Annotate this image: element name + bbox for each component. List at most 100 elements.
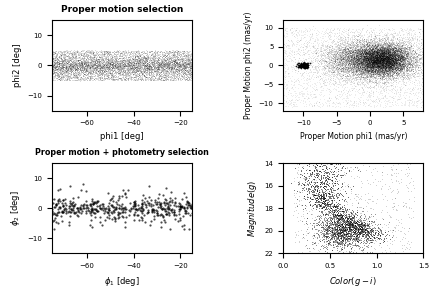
Point (394, 45, 401, 50)
Point (391, 54, 397, 58)
Point (348, 236, 355, 241)
Point (311, 179, 318, 184)
Point (405, 180, 412, 185)
Point (352, 48, 359, 53)
Point (49, 52, 56, 56)
Point (365, 40, 372, 44)
Point (359, 60, 366, 64)
Point (374, 53, 381, 58)
Point (368, 58, 375, 62)
Point (348, 86, 355, 90)
Point (377, 52, 384, 56)
Point (345, 55, 352, 59)
Point (368, 50, 375, 55)
Point (162, 67, 168, 71)
Point (379, 51, 386, 56)
Point (334, 206, 340, 210)
Point (392, 61, 399, 66)
Point (365, 57, 372, 62)
Point (373, 67, 380, 72)
Point (376, 57, 383, 61)
Point (121, 77, 128, 81)
Point (325, 227, 332, 231)
Point (376, 54, 383, 59)
Point (374, 61, 381, 66)
Point (295, 52, 302, 56)
Point (387, 67, 394, 71)
Point (378, 58, 385, 63)
Point (380, 61, 387, 66)
Point (349, 30, 356, 35)
Point (106, 70, 113, 74)
Point (146, 68, 153, 72)
Point (314, 74, 321, 78)
Point (63, 66, 70, 71)
Point (417, 26, 424, 31)
Point (392, 63, 399, 67)
Point (378, 45, 384, 49)
Point (342, 74, 349, 79)
Point (370, 52, 377, 57)
Point (115, 67, 122, 71)
Point (105, 53, 112, 58)
Point (369, 50, 376, 55)
Point (370, 61, 377, 66)
Point (86, 62, 92, 67)
Point (153, 69, 160, 73)
Point (358, 95, 365, 99)
Point (385, 69, 392, 73)
Point (374, 62, 381, 67)
Point (332, 46, 339, 51)
Point (381, 47, 388, 52)
Point (392, 55, 399, 60)
Point (104, 76, 111, 81)
Point (361, 233, 368, 238)
Point (80, 75, 87, 80)
Point (120, 67, 127, 72)
Point (369, 57, 376, 62)
Point (167, 68, 174, 73)
Point (351, 50, 358, 54)
Point (380, 63, 387, 68)
Point (151, 60, 158, 64)
Point (324, 207, 330, 211)
Point (356, 225, 362, 230)
Point (84, 48, 91, 53)
Point (365, 63, 372, 67)
Point (320, 192, 327, 196)
Point (353, 51, 359, 56)
Point (390, 49, 397, 53)
Point (370, 38, 377, 43)
Point (323, 179, 330, 184)
Point (373, 49, 380, 53)
Point (164, 211, 171, 216)
Point (378, 51, 385, 56)
Point (380, 54, 387, 58)
Point (388, 58, 394, 63)
Point (368, 64, 375, 69)
Point (86, 56, 93, 60)
Point (329, 197, 336, 202)
Point (350, 76, 357, 81)
Point (79, 66, 86, 71)
Point (353, 59, 360, 64)
Point (344, 52, 351, 56)
Point (130, 67, 137, 72)
Point (75, 63, 82, 67)
Point (101, 59, 108, 63)
Point (377, 51, 384, 56)
Point (388, 62, 395, 67)
Point (81, 58, 88, 62)
Point (60, 70, 67, 75)
Point (381, 55, 388, 60)
Point (346, 226, 353, 230)
Point (382, 59, 389, 64)
Point (49, 58, 56, 63)
Point (350, 57, 357, 62)
Point (386, 61, 393, 66)
Point (340, 55, 347, 60)
Point (387, 62, 394, 67)
Point (378, 55, 385, 60)
Point (68, 62, 75, 67)
Point (355, 64, 362, 68)
